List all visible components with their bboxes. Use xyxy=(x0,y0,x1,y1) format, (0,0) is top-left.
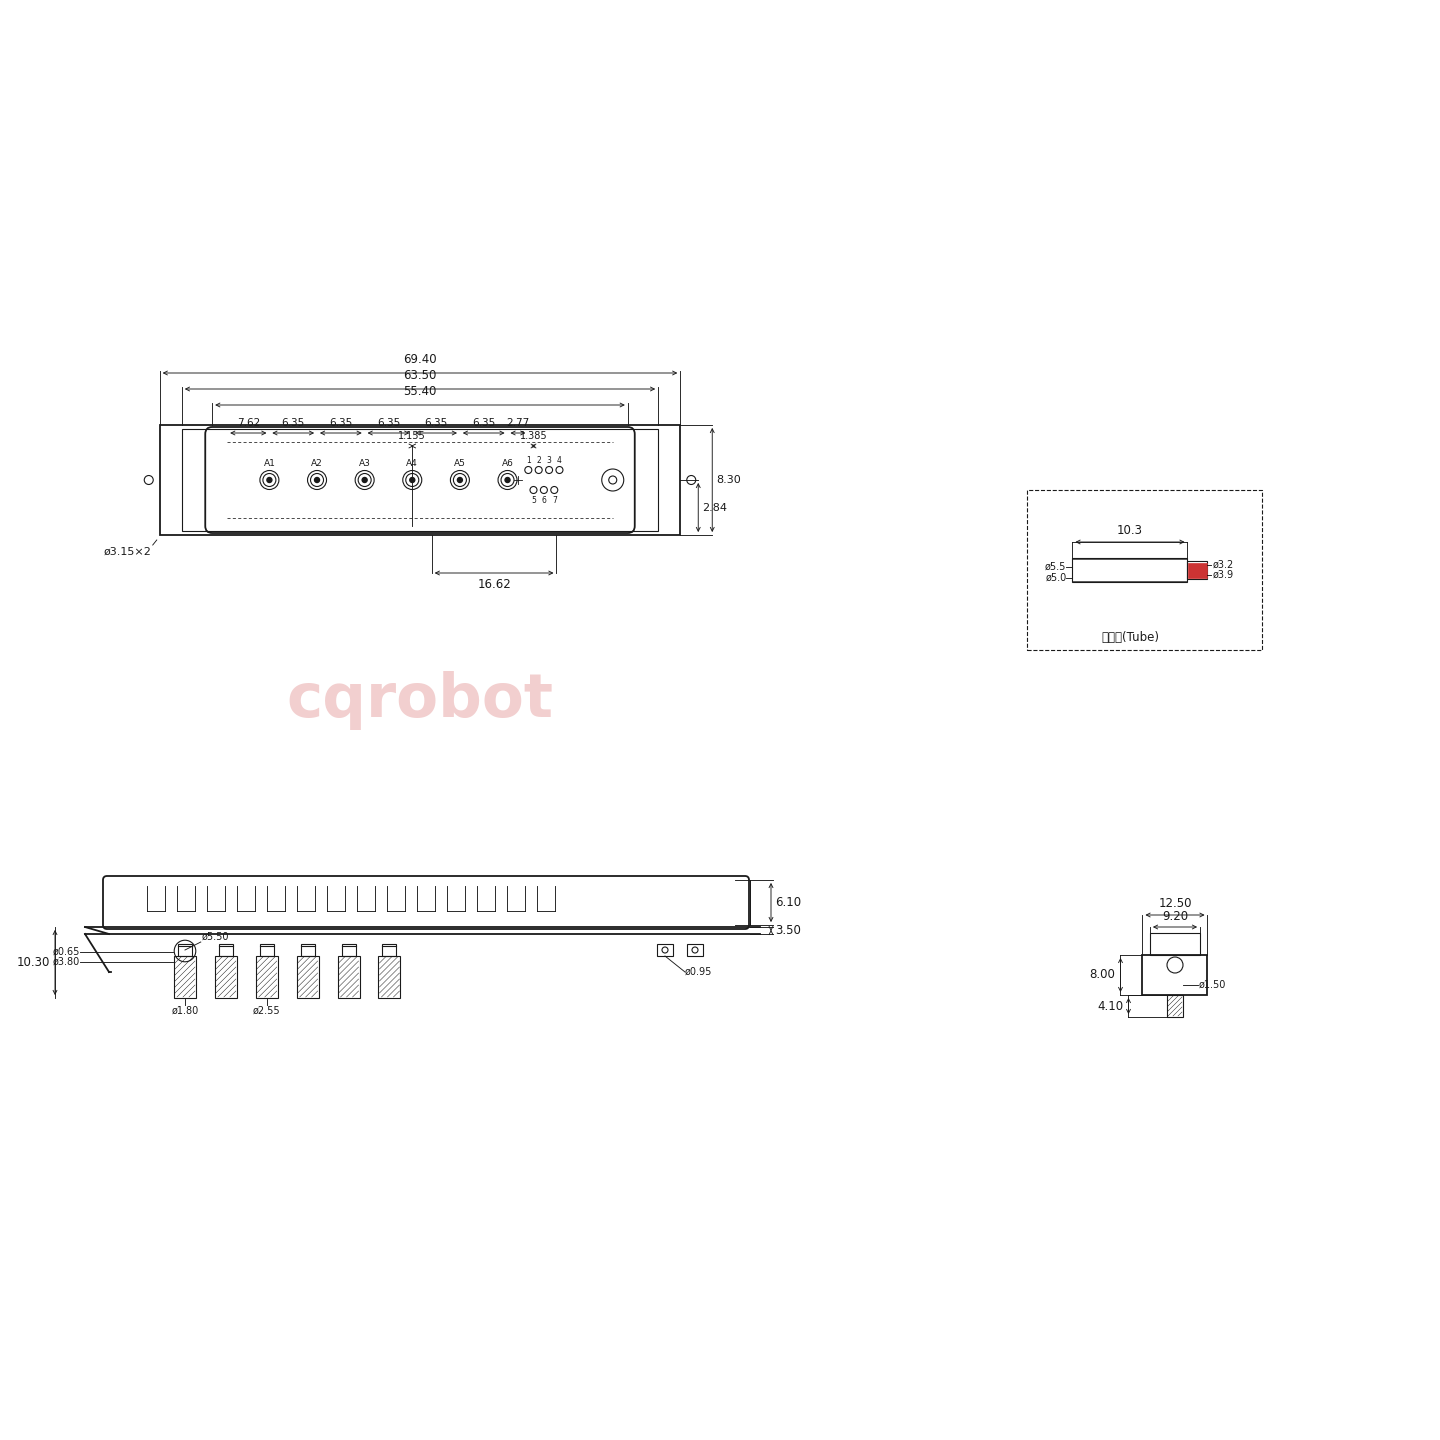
Bar xyxy=(219,945,233,956)
Text: 屏蔽管(Tube): 屏蔽管(Tube) xyxy=(1102,631,1159,644)
Text: A4: A4 xyxy=(406,458,418,468)
Bar xyxy=(259,945,274,956)
Bar xyxy=(1142,955,1208,995)
Text: ø5.0: ø5.0 xyxy=(1045,573,1067,583)
Text: 2: 2 xyxy=(536,455,541,465)
Text: 6.35: 6.35 xyxy=(282,418,305,428)
Bar xyxy=(687,945,703,956)
Text: 6.10: 6.10 xyxy=(775,896,801,909)
Bar xyxy=(174,956,196,998)
Bar xyxy=(1166,995,1184,1017)
Bar xyxy=(297,956,318,998)
Text: ø1.80: ø1.80 xyxy=(171,1007,199,1017)
Bar xyxy=(657,945,672,956)
Text: 8.30: 8.30 xyxy=(716,475,742,485)
Text: 2.77: 2.77 xyxy=(507,418,530,428)
Bar xyxy=(1188,562,1208,579)
Bar xyxy=(341,945,356,956)
Text: 6.35: 6.35 xyxy=(330,418,353,428)
Text: ø3.15×2: ø3.15×2 xyxy=(104,547,151,557)
Text: 8.00: 8.00 xyxy=(1090,969,1116,982)
Circle shape xyxy=(505,478,510,482)
Text: 5: 5 xyxy=(531,495,536,504)
Circle shape xyxy=(314,478,320,482)
Text: ø0.65: ø0.65 xyxy=(53,948,81,958)
Text: A6: A6 xyxy=(501,458,514,468)
Circle shape xyxy=(266,478,272,482)
Text: 4: 4 xyxy=(557,455,562,465)
Text: 3.50: 3.50 xyxy=(775,924,801,937)
Bar xyxy=(1073,559,1188,582)
Bar xyxy=(1151,933,1200,955)
Bar xyxy=(181,429,658,531)
Bar xyxy=(256,956,278,998)
Text: ø5.50: ø5.50 xyxy=(202,932,229,942)
Bar xyxy=(215,956,238,998)
Text: 16.62: 16.62 xyxy=(477,577,511,590)
Bar xyxy=(337,956,360,998)
Bar xyxy=(1073,559,1188,580)
Text: 3: 3 xyxy=(547,455,552,465)
Text: A1: A1 xyxy=(264,458,275,468)
Bar xyxy=(1028,490,1263,649)
Text: A2: A2 xyxy=(311,458,323,468)
Text: 10.3: 10.3 xyxy=(1117,524,1143,537)
Text: ø5.5: ø5.5 xyxy=(1045,562,1067,572)
Text: ø3.9: ø3.9 xyxy=(1212,570,1234,580)
Text: 6.35: 6.35 xyxy=(377,418,400,428)
Text: 69.40: 69.40 xyxy=(403,353,436,366)
Text: 1: 1 xyxy=(526,455,531,465)
Circle shape xyxy=(458,478,462,482)
Text: ø2.55: ø2.55 xyxy=(253,1007,281,1017)
Text: 12.50: 12.50 xyxy=(1158,897,1192,910)
Text: 1.385: 1.385 xyxy=(520,431,547,441)
Text: 6: 6 xyxy=(541,495,546,504)
Text: ø3.80: ø3.80 xyxy=(53,958,81,968)
Text: 7: 7 xyxy=(552,495,557,504)
Bar xyxy=(383,945,396,956)
Text: 55.40: 55.40 xyxy=(403,384,436,397)
Text: cqrobot: cqrobot xyxy=(287,671,553,730)
Text: ø0.95: ø0.95 xyxy=(685,968,713,976)
Bar xyxy=(160,425,680,536)
Text: 6.35: 6.35 xyxy=(472,418,495,428)
Bar xyxy=(179,945,192,956)
Text: ø1.50: ø1.50 xyxy=(1200,981,1227,991)
Text: 10.30: 10.30 xyxy=(17,956,50,969)
Bar xyxy=(1188,563,1208,577)
Circle shape xyxy=(410,478,415,482)
Circle shape xyxy=(361,478,367,482)
Text: 9.20: 9.20 xyxy=(1162,910,1188,923)
Text: A3: A3 xyxy=(359,458,370,468)
Text: 7.62: 7.62 xyxy=(236,418,261,428)
Text: 2.84: 2.84 xyxy=(703,503,727,513)
Text: 1.155: 1.155 xyxy=(399,431,426,441)
Text: A5: A5 xyxy=(454,458,465,468)
Bar xyxy=(301,945,315,956)
Bar xyxy=(379,956,400,998)
Text: 6.35: 6.35 xyxy=(425,418,448,428)
Text: ø3.2: ø3.2 xyxy=(1212,560,1234,570)
Text: 63.50: 63.50 xyxy=(403,369,436,382)
Text: 4.10: 4.10 xyxy=(1097,999,1123,1012)
